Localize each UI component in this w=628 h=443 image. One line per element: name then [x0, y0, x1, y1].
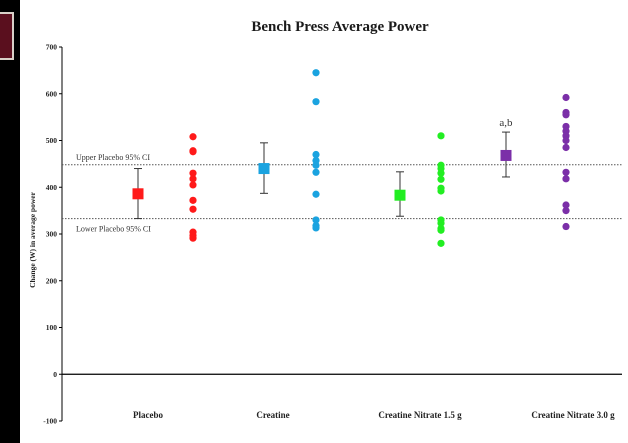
data-point [189, 133, 197, 141]
data-point [189, 169, 197, 177]
data-point [562, 143, 570, 152]
data-point [437, 175, 445, 183]
chart-panel: Bench Press Average Power Change (W) in … [20, 0, 628, 443]
significance-annotation: a,b [499, 117, 513, 129]
y-tick-label: 500 [46, 136, 58, 145]
y-tick-label: 600 [46, 89, 58, 98]
category-label: Placebo [133, 410, 163, 420]
data-point [437, 187, 445, 195]
reference-line-label: Lower Placebo 95% CI [76, 225, 151, 234]
chart-title: Bench Press Average Power [251, 19, 429, 35]
data-point [312, 69, 320, 77]
y-tick-label: 0 [53, 370, 57, 379]
y-tick-label: 300 [46, 230, 58, 239]
data-point [562, 201, 570, 209]
category-labels: Placebo Creatine Creatine Nitrate 1.5 g Cre… [133, 410, 615, 420]
data-point [312, 224, 320, 232]
y-tick-label: 200 [46, 276, 58, 285]
data-point [189, 196, 197, 204]
y-tick-label: 400 [46, 183, 58, 192]
data-point [562, 207, 570, 215]
mean-marker [258, 163, 270, 175]
data-point [437, 226, 445, 234]
data-point [562, 111, 570, 119]
data-point [562, 136, 570, 145]
y-tick-label: 100 [46, 323, 58, 332]
data-point [437, 239, 445, 247]
data-point [189, 175, 197, 183]
data-point [189, 148, 197, 156]
y-tick-label: 700 [46, 43, 58, 52]
data-point [189, 205, 197, 213]
data-point [562, 222, 570, 231]
category-label: Creatine Nitrate 3.0 g [531, 410, 615, 420]
data-point [312, 98, 320, 106]
corner-tab-decoration [0, 12, 14, 60]
category-label: Creatine Nitrate 1.5 g [378, 410, 462, 420]
data-point [437, 132, 445, 140]
y-axis-label: Change (W) in average power [28, 191, 37, 287]
individual-points [189, 69, 570, 247]
mean-marker [394, 189, 406, 201]
category-label: Creatine [256, 410, 289, 420]
data-point [189, 234, 197, 242]
data-point [562, 93, 570, 102]
group-means [132, 131, 512, 220]
data-point [312, 168, 320, 176]
data-point [312, 161, 320, 169]
data-point [562, 175, 570, 183]
data-point [437, 169, 445, 177]
axes: 700 600 500 400 300 200 100 0 -100 [43, 43, 622, 426]
data-point [312, 216, 320, 224]
chart-svg: Bench Press Average Power Change (W) in … [28, 19, 622, 426]
data-point [312, 150, 320, 159]
data-point [312, 190, 320, 198]
annotations: a,b [499, 117, 513, 129]
data-point [562, 168, 570, 176]
data-point [189, 181, 197, 189]
mean-marker [132, 188, 144, 200]
reference-line-label: Upper Placebo 95% CI [76, 153, 150, 162]
data-point [437, 219, 445, 227]
reference-lines: Upper Placebo 95% CI Lower Placebo 95% CI [62, 153, 622, 234]
mean-marker [500, 149, 512, 161]
y-tick-label: -100 [43, 417, 57, 426]
